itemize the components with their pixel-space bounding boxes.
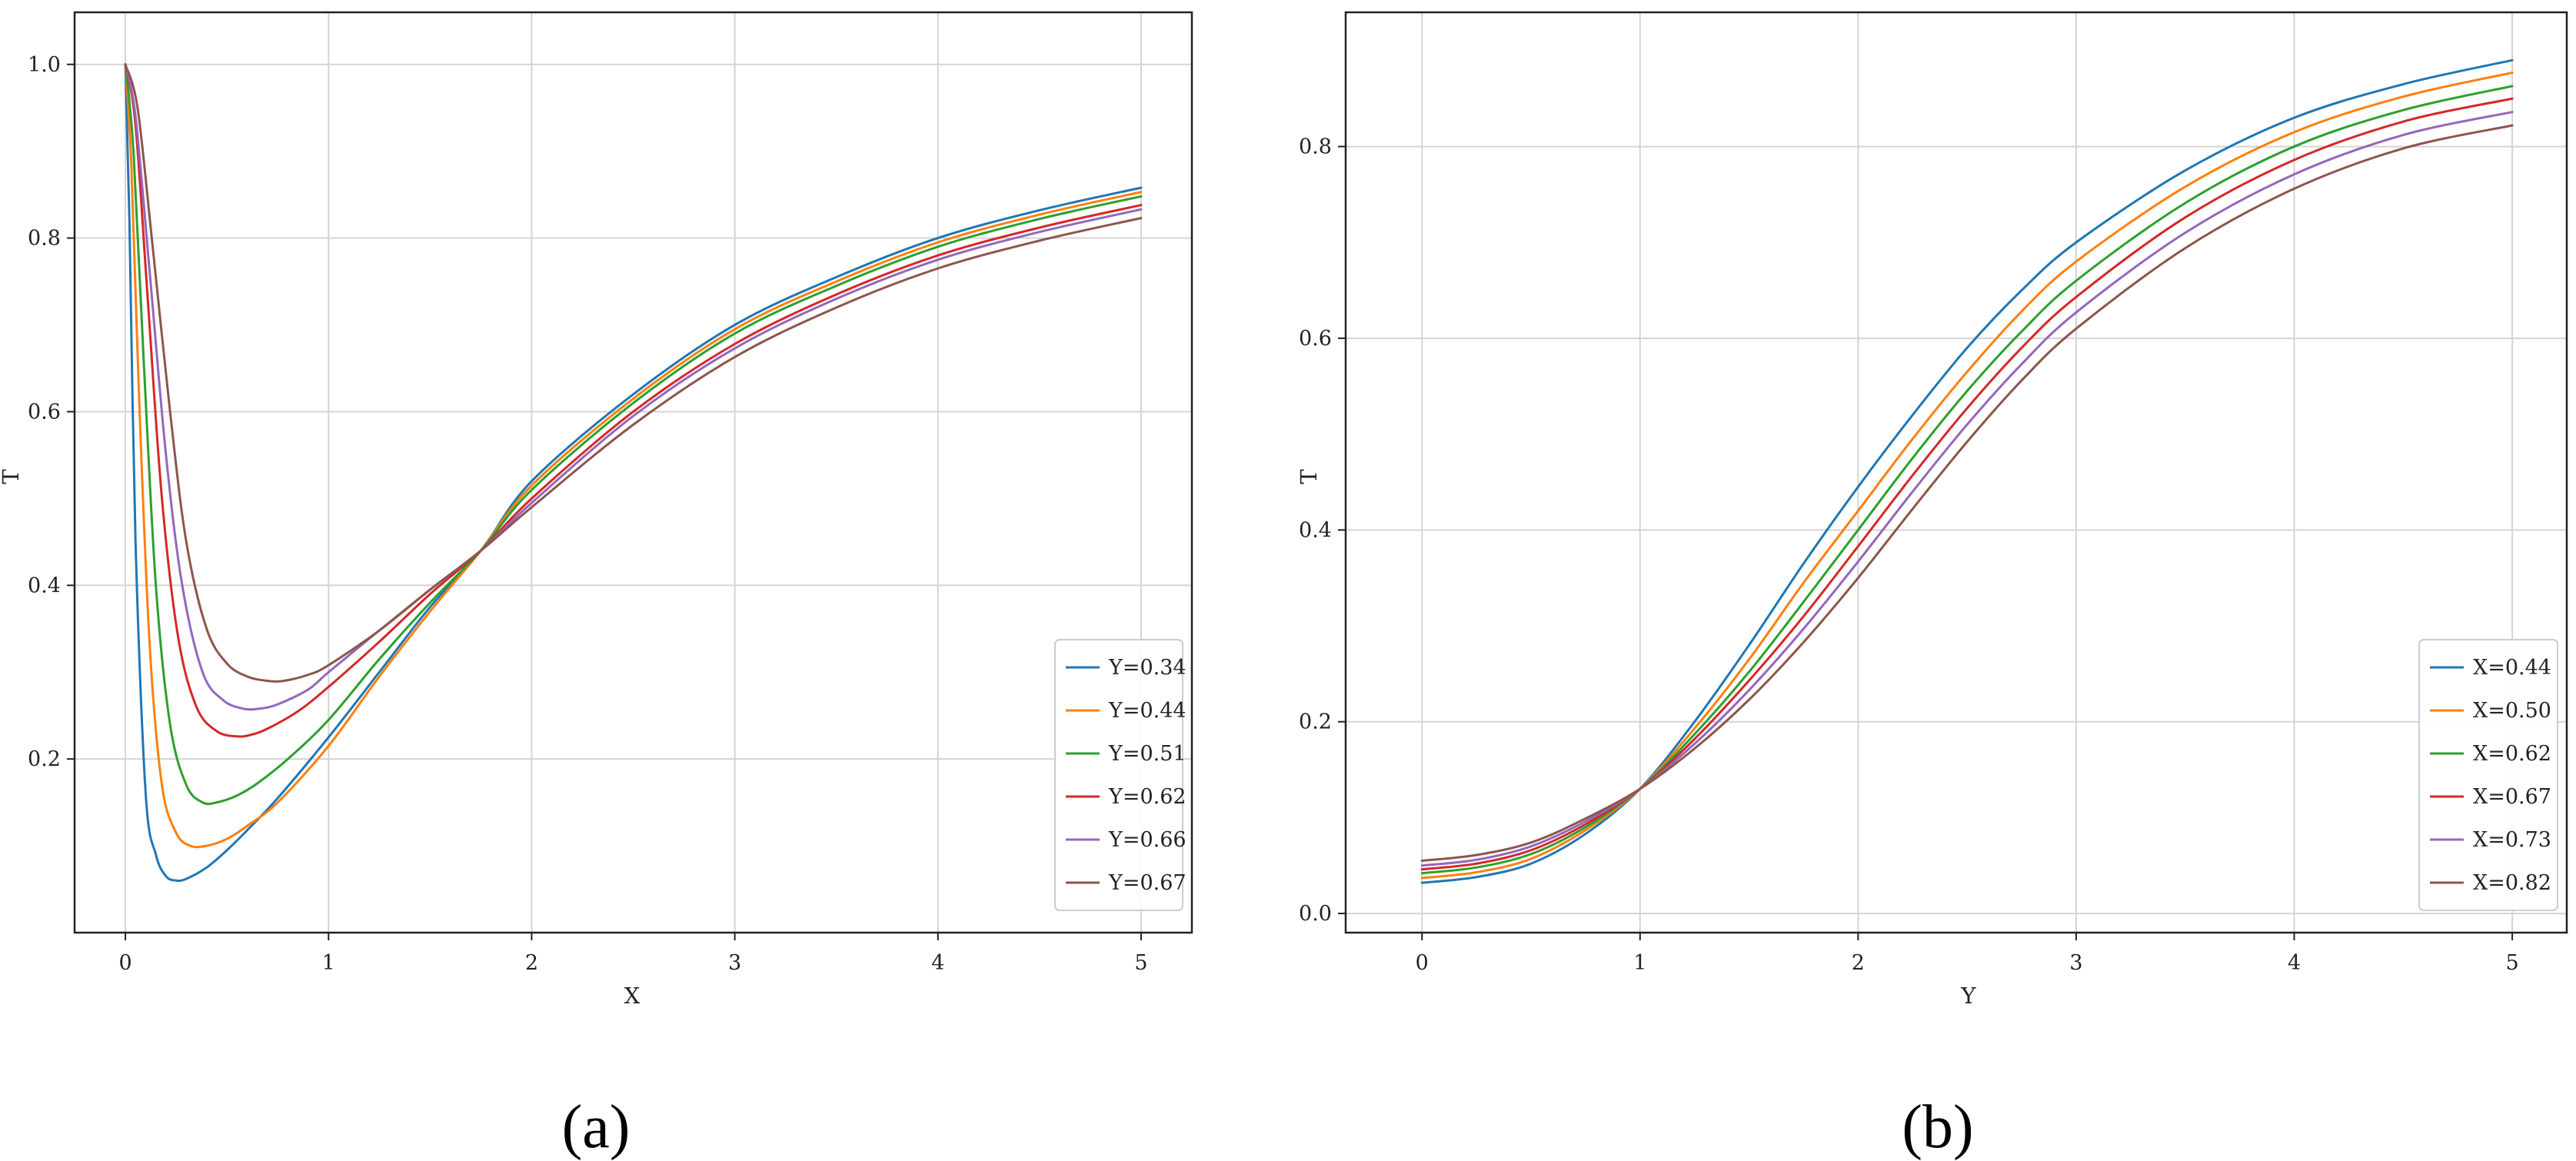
x-tick-label-2: 2 (1852, 951, 1865, 975)
chart-panel-b: 0 1 2 3 4 5 0.0 0.2 0.4 0.6 0.8 Y T X=0.44 X=0.50 X=0.6… (1296, 11, 2568, 1009)
x-tick-label-0: 0 (118, 951, 131, 975)
y-axis-label: T (1296, 469, 1322, 484)
series-line-x-0-50 (1420, 72, 2514, 880)
x-tick-label-1: 1 (1633, 951, 1646, 975)
legend-box (1054, 639, 1183, 911)
x-tick-label-1: 1 (322, 951, 335, 975)
legend-label-1: X=0.50 (2473, 699, 2551, 723)
y-tick-label-2: 0.6 (28, 400, 61, 424)
x-tick-label-5: 5 (2506, 951, 2519, 975)
legend: X=0.44 X=0.50 X=0.62 X=0.67 X=0.73 X=0.82 (2418, 639, 2558, 911)
y-tick-label-0: 0.2 (28, 747, 61, 771)
series-line-x-0-67 (1420, 97, 2514, 871)
legend-label-5: Y=0.67 (1108, 871, 1186, 895)
legend-label-1: Y=0.44 (1108, 699, 1186, 723)
plot-frame (1344, 11, 2568, 934)
y-tick-label-4: 1.0 (28, 53, 61, 77)
legend-box (2418, 639, 2558, 911)
y-tick-label-1: 0.4 (28, 574, 61, 597)
chart-panel-a: 0 1 2 3 4 5 0.2 0.4 0.6 0.8 1.0 X T Y=0.34 Y=0.44 Y=0.5… (0, 11, 1193, 1009)
caption-b: (b) (1902, 1093, 1973, 1161)
legend-label-3: Y=0.62 (1108, 785, 1186, 809)
legend-label-2: X=0.62 (2473, 742, 2551, 766)
legend-label-0: Y=0.34 (1108, 656, 1186, 680)
series-line-x-0-73 (1420, 111, 2514, 867)
y-tick-label-2: 0.4 (1299, 518, 1332, 542)
legend-label-5: X=0.82 (2473, 871, 2551, 895)
y-tick-label-3: 0.6 (1299, 327, 1332, 351)
series-line-y-0-67 (124, 63, 1143, 683)
caption-a: (a) (562, 1093, 631, 1161)
plot-frame (73, 11, 1193, 934)
legend-label-4: Y=0.66 (1108, 828, 1186, 852)
series-line-x-0-44 (1420, 58, 2514, 884)
y-tick-label-4: 0.8 (1299, 135, 1332, 159)
legend-label-2: Y=0.51 (1108, 742, 1186, 766)
legend-label-3: X=0.67 (2473, 785, 2551, 809)
legend-label-0: X=0.44 (2473, 656, 2551, 680)
x-tick-label-2: 2 (525, 951, 538, 975)
x-axis-label: Y (1960, 983, 1976, 1009)
series-line-y-0-44 (124, 63, 1143, 849)
series-line-x-0-82 (1420, 124, 2514, 862)
y-tick-label-1: 0.2 (1299, 710, 1332, 734)
legend: Y=0.34 Y=0.44 Y=0.51 Y=0.62 Y=0.66 Y=0.67 (1054, 639, 1186, 911)
x-tick-label-4: 4 (931, 951, 944, 975)
x-tick-label-5: 5 (1134, 951, 1147, 975)
series-line-y-0-34 (124, 63, 1143, 883)
legend-label-4: X=0.73 (2473, 828, 2551, 852)
y-axis-label: T (0, 469, 24, 484)
x-tick-label-3: 3 (728, 951, 741, 975)
y-tick-label-3: 0.8 (28, 227, 61, 251)
series-line-y-0-51 (124, 63, 1143, 806)
x-tick-label-0: 0 (1416, 951, 1429, 975)
x-axis-label: X (624, 983, 641, 1009)
x-tick-label-3: 3 (2069, 951, 2082, 975)
series-line-y-0-66 (124, 63, 1143, 711)
series-line-y-0-62 (124, 63, 1143, 738)
series-line-x-0-62 (1420, 85, 2514, 875)
y-tick-label-0: 0.0 (1299, 902, 1332, 926)
x-tick-label-4: 4 (2288, 951, 2301, 975)
